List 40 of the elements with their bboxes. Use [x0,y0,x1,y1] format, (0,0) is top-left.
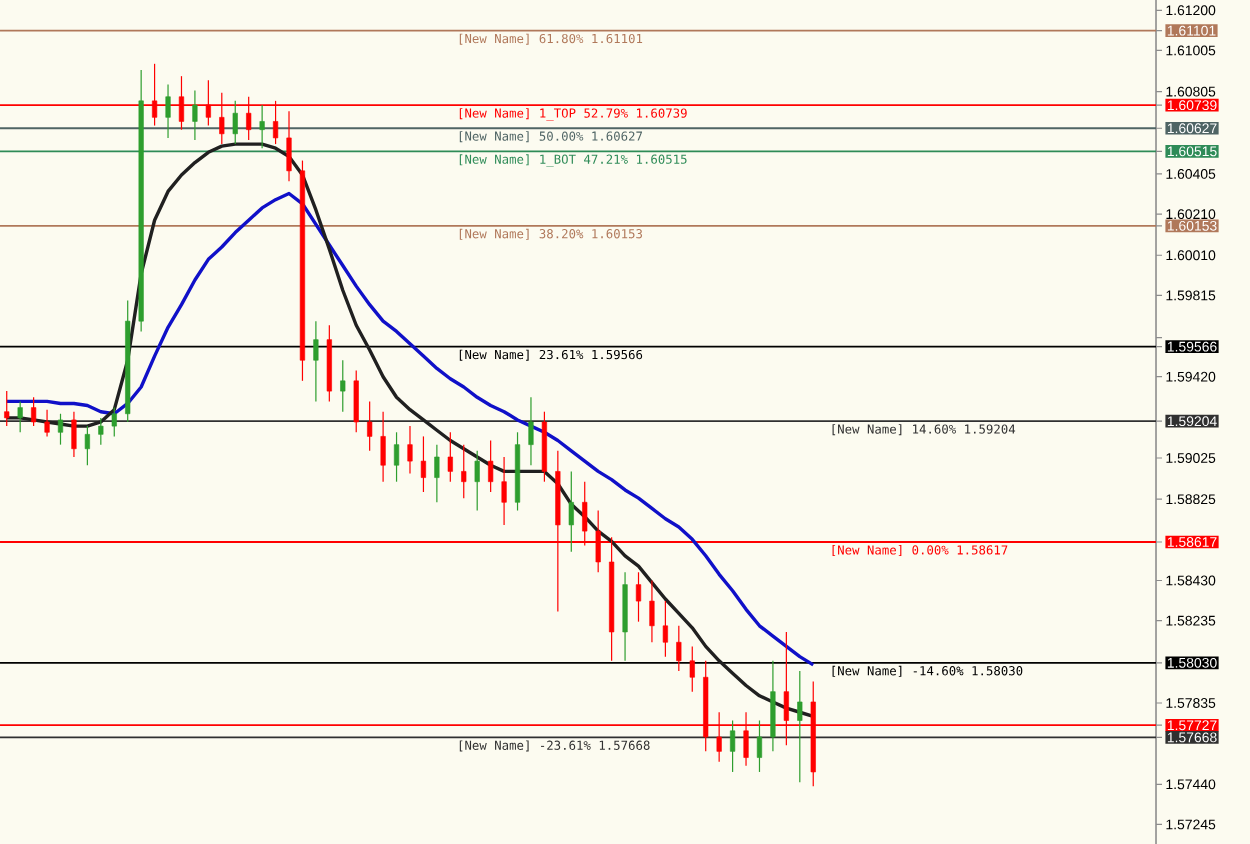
candlestick [770,660,776,752]
candlestick [17,400,23,433]
candlestick [461,444,467,499]
candlestick [474,450,480,512]
candlestick [31,396,37,427]
candlestick [44,409,50,438]
candlestick [353,369,359,433]
candlestick [340,359,346,413]
candlestick [797,670,803,783]
candlestick [286,110,292,182]
candlestick [689,645,695,693]
candlestick [71,411,77,458]
candlestick [4,390,10,427]
candlestick [165,83,171,139]
candlestick [649,579,655,643]
candlestick [528,396,534,466]
candlestick [568,470,574,553]
candlestick [662,600,668,658]
candlestick [635,571,642,623]
candlestick [501,456,507,526]
candlestick [313,320,319,403]
candlestick [84,425,90,466]
candlestick [407,425,413,475]
candlestick [232,100,238,145]
candlestick [367,400,373,452]
candlestick [730,719,736,773]
candlestick [488,439,494,493]
candlestick [676,625,682,672]
candlestick [98,417,104,446]
candlestick [111,406,117,438]
candlestick [57,413,64,446]
candlestick [434,444,440,503]
candlestick [259,104,265,149]
candlestick [192,89,198,141]
candlestick [380,411,386,483]
candlestick [420,435,427,493]
candlestick [622,571,628,662]
candlestick [393,431,400,483]
candlestick [756,719,763,773]
candlestick [447,431,453,483]
